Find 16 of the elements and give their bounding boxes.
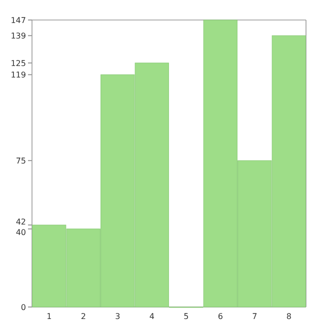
x-tick-label: 6 <box>218 312 223 321</box>
y-tick-label: 40 <box>16 228 26 237</box>
y-tick-label: 0 <box>20 302 26 312</box>
y-tick-label: 139 <box>10 31 26 40</box>
x-tick-label: 3 <box>115 312 120 321</box>
y-tick-label: 119 <box>10 70 26 80</box>
x-tick-label: 5 <box>184 312 189 321</box>
y-tick-label: 125 <box>10 58 26 68</box>
x-tick-label: 8 <box>286 312 292 321</box>
x-tick-label: 7 <box>252 312 258 321</box>
x-tick-label: 4 <box>149 312 154 321</box>
y-tick-label: 147 <box>10 16 26 25</box>
y-tick-label: 75 <box>16 156 26 166</box>
y-tick-label: 42 <box>16 218 26 227</box>
x-tick-label: 1 <box>46 312 52 321</box>
x-tick-label: 2 <box>80 312 86 321</box>
